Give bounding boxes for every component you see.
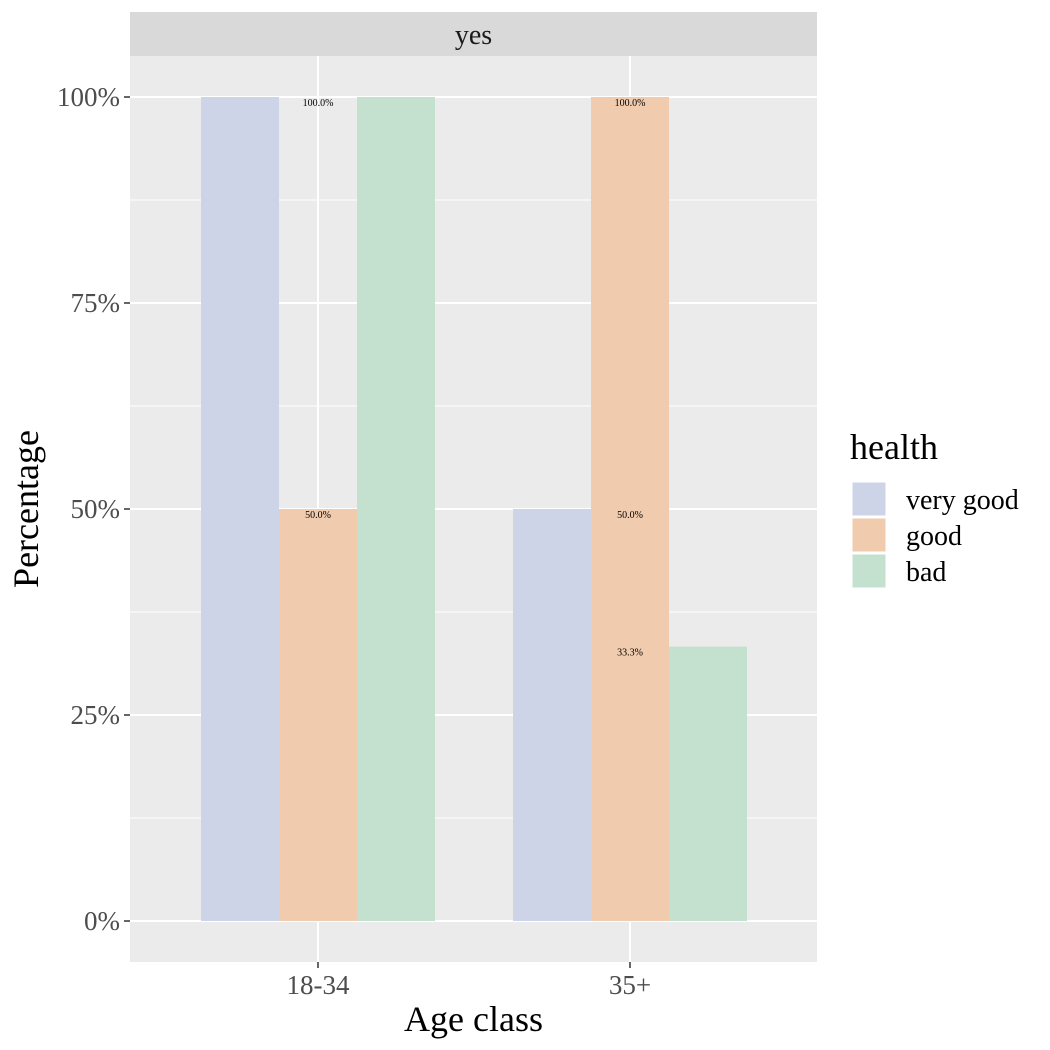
bar	[279, 509, 357, 921]
data-labels: 100.0% 50.0% 100.0% 50.0% 33.3%	[303, 98, 646, 659]
legend-key	[851, 517, 887, 553]
bars	[201, 97, 747, 921]
x-axis: 18-34 35+	[287, 962, 651, 1000]
legend-label: good	[906, 521, 962, 552]
y-tick-label: 25%	[71, 700, 121, 730]
bar	[201, 97, 279, 921]
data-label: 100.0%	[303, 98, 334, 109]
y-axis: 0% 25% 50% 75% 100%	[57, 82, 130, 936]
x-tick-label: 18-34	[287, 970, 350, 1000]
legend-title: health	[850, 427, 938, 467]
facet-label: yes	[455, 20, 492, 51]
bar	[591, 97, 669, 921]
data-label: 50.0%	[305, 510, 331, 521]
y-axis-title: Percentage	[6, 430, 46, 588]
x-axis-title: Age class	[404, 999, 543, 1039]
y-tick-label: 50%	[71, 494, 121, 524]
legend-label: bad	[906, 557, 946, 588]
data-label: 100.0%	[615, 98, 646, 109]
data-label: 33.3%	[617, 648, 643, 659]
legend-key	[851, 481, 887, 517]
x-tick-label: 35+	[609, 970, 651, 1000]
y-tick-label: 0%	[84, 906, 120, 936]
legend-key	[851, 553, 887, 589]
legend-label: very good	[906, 485, 1019, 516]
bar	[357, 97, 435, 921]
legend: health very good good bad	[850, 427, 1019, 589]
bar	[513, 509, 591, 921]
y-tick-label: 75%	[71, 288, 121, 318]
facet-strip	[130, 12, 817, 56]
y-tick-label: 100%	[57, 82, 120, 112]
data-label: 50.0%	[617, 510, 643, 521]
bar	[669, 646, 747, 921]
